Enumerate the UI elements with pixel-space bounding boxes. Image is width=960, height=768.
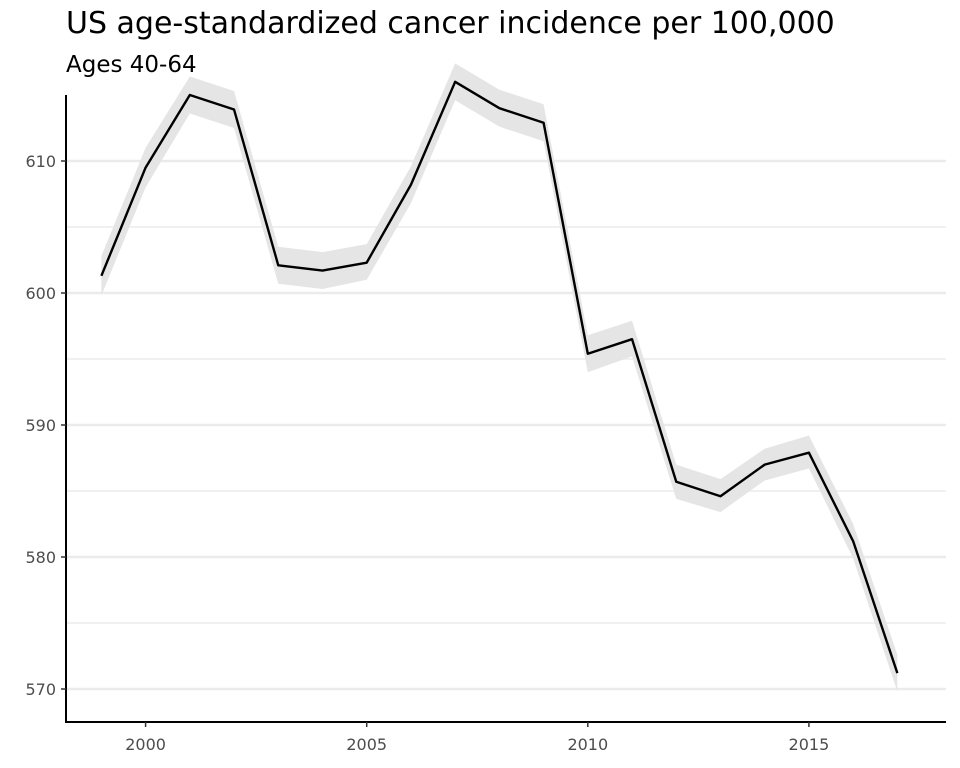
y-tick-label: 610 — [25, 152, 56, 171]
chart-subtitle: Ages 40-64 — [66, 52, 197, 78]
series-line-group — [100, 80, 899, 674]
x-tick-label: 2000 — [125, 735, 166, 754]
y-tick-label: 580 — [25, 548, 56, 567]
x-tick-label: 2015 — [789, 735, 830, 754]
y-tick-label: 600 — [25, 284, 56, 303]
tick-labels: 570 580 590 600 610 2000 2005 2010 2015 — [25, 152, 829, 754]
x-tick-label: 2010 — [567, 735, 608, 754]
series-line — [100, 80, 899, 674]
confidence-band-group — [101, 63, 898, 692]
chart-title: US age-standardized cancer incidence per… — [66, 6, 835, 41]
confidence-band — [101, 63, 898, 692]
axes — [61, 95, 946, 727]
x-tick-label: 2005 — [346, 735, 387, 754]
gridlines — [66, 159, 946, 691]
y-tick-label: 570 — [25, 680, 56, 699]
y-tick-label: 590 — [25, 416, 56, 435]
